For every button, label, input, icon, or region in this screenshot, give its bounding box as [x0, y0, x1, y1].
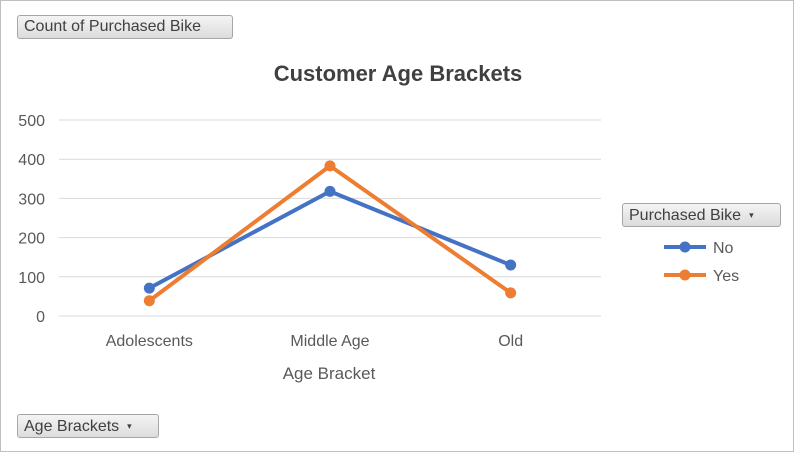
value-field-button[interactable]: Count of Purchased Bike: [17, 15, 233, 39]
x-tick-label: Middle Age: [290, 333, 369, 350]
data-point-no: [324, 185, 336, 197]
x-tick-labels: Adolescents Middle Age Old: [106, 333, 523, 350]
gridlines: [59, 119, 601, 317]
data-point-no: [505, 259, 517, 271]
legend-marker-yes: [679, 269, 691, 281]
series-line-no: [147, 189, 513, 291]
legend: No Yes: [664, 240, 739, 285]
y-tick-labels: 0 100 200 300 400 500: [18, 113, 45, 326]
x-tick-label: Adolescents: [106, 333, 193, 350]
chart-title: Customer Age Brackets: [274, 61, 523, 86]
data-point-yes: [505, 287, 517, 299]
chevron-down-icon: ▾: [749, 210, 754, 220]
legend-label-yes: Yes: [713, 268, 739, 285]
legend-field-label: Purchased Bike: [629, 207, 742, 224]
chevron-down-icon: ▾: [127, 421, 132, 431]
data-point-yes: [143, 295, 155, 307]
axis-field-button[interactable]: Age Brackets ▾: [17, 414, 159, 438]
y-tick-label: 400: [18, 152, 45, 169]
y-tick-label: 100: [18, 270, 45, 287]
x-tick-label: Old: [498, 333, 523, 350]
legend-field-button[interactable]: Purchased Bike ▾: [622, 203, 781, 227]
data-point-yes: [324, 160, 336, 172]
legend-marker-no: [679, 241, 691, 253]
y-tick-label: 500: [18, 113, 45, 130]
data-point-no: [143, 282, 155, 294]
series-group: [143, 160, 517, 307]
legend-label-no: No: [713, 240, 734, 257]
axis-field-label: Age Brackets: [24, 418, 120, 435]
y-tick-label: 0: [36, 309, 45, 326]
x-axis-title: Age Bracket: [283, 364, 376, 383]
y-tick-label: 200: [18, 231, 45, 248]
y-tick-label: 300: [18, 191, 45, 208]
value-field-label: Count of Purchased Bike: [24, 18, 201, 35]
series-line-yes: [147, 163, 513, 303]
